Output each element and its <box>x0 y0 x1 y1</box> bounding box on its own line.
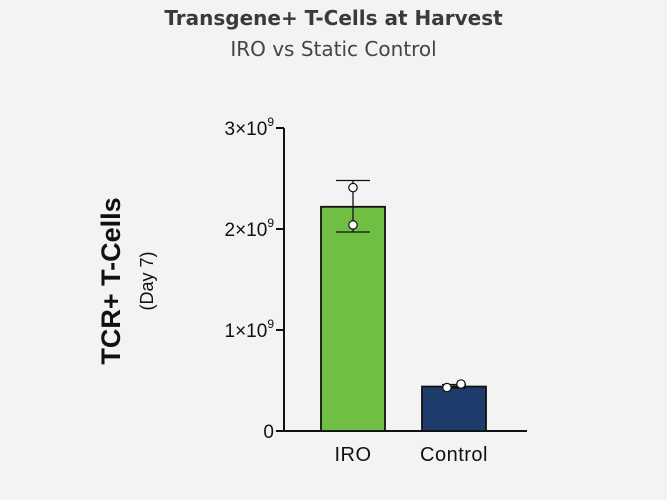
category-labels: IRO Control <box>334 444 488 466</box>
y-tick-label: 3×109 <box>225 115 275 140</box>
y-axis-label: TCR+ T-Cells <box>96 197 126 364</box>
data-point <box>348 182 358 193</box>
y-tick-label: 1×109 <box>225 317 275 342</box>
y-tick-label: 2×109 <box>225 216 275 241</box>
bar-control <box>421 385 487 432</box>
data-points <box>348 182 466 393</box>
x-tick-label-control: Control <box>420 444 488 466</box>
x-tick-label-iro: IRO <box>334 444 371 466</box>
chart-subtitle: IRO vs Static Control <box>230 37 437 61</box>
data-point <box>456 379 466 389</box>
data-point <box>348 220 358 230</box>
bars <box>320 205 487 432</box>
y-axis-sublabel: (Day 7) <box>137 251 157 310</box>
axes: 0 1×109 2×109 3×109 <box>225 115 527 443</box>
bar-iro <box>320 205 386 432</box>
chart-title: Transgene+ T-Cells at Harvest <box>164 6 503 30</box>
y-tick-label: 0 <box>263 422 274 443</box>
data-point <box>442 382 452 393</box>
y-axis-title: TCR+ T-Cells (Day 7) <box>96 197 157 364</box>
